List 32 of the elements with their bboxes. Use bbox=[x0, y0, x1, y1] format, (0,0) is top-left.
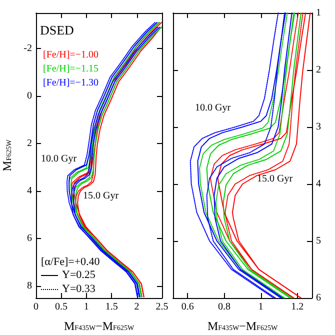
annotation: [α/Fe]=+0.40 bbox=[41, 256, 100, 268]
y-tick-label: 6 bbox=[27, 233, 32, 244]
y-tick-label: 2 bbox=[316, 64, 321, 76]
y-tick-label: -2 bbox=[24, 43, 32, 54]
y-tick-label: 0 bbox=[27, 90, 32, 102]
annotation: Y=0.25 bbox=[62, 269, 96, 281]
annotation: 10.0 Gyr bbox=[195, 102, 232, 114]
x-tick-label: 2.5 bbox=[156, 302, 168, 312]
annotation: DSED bbox=[40, 22, 74, 38]
y-tick-label: 1 bbox=[316, 8, 321, 18]
text: [Fe/H]=−1.00 bbox=[43, 50, 98, 60]
x-tick-label: 0.6 bbox=[181, 302, 194, 312]
y-tick-label: 6 bbox=[316, 292, 321, 304]
annotation: Y=0.33 bbox=[62, 283, 96, 295]
annotation: 15.0 Gyr bbox=[257, 174, 294, 184]
x-tick-label: 1 bbox=[84, 302, 89, 312]
x-tick-label: 1 bbox=[258, 302, 264, 312]
y-tick-label: 8 bbox=[27, 280, 32, 292]
y-tick-label: 2 bbox=[27, 138, 32, 150]
series-label: [Fe/H]=−1.15 bbox=[43, 64, 98, 74]
annotation: 10.0 Gyr bbox=[41, 154, 78, 164]
x-tick-label: 1.5 bbox=[105, 302, 118, 312]
y-tick-label: 4 bbox=[27, 186, 32, 197]
x-tick-label: 0.8 bbox=[218, 302, 230, 312]
x-tick-label: 1.2 bbox=[291, 302, 304, 312]
x-tick-label: 0.5 bbox=[54, 302, 68, 312]
x-tick-label: 2 bbox=[134, 302, 140, 312]
series-label: [Fe/H]=−1.30 bbox=[43, 78, 98, 88]
y-tick-label: 4 bbox=[316, 178, 321, 190]
y-tick-label: 5 bbox=[316, 236, 321, 246]
y-tick-label: 3 bbox=[316, 122, 321, 132]
annotation: 15.0 Gyr bbox=[83, 190, 120, 202]
